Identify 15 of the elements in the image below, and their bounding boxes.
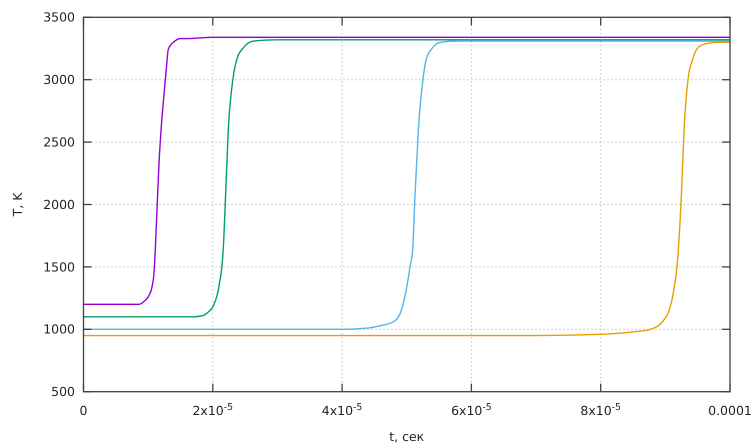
x-tick-label: 0.0001: [708, 403, 752, 418]
x-axis-title: t, сек: [389, 429, 425, 444]
x-tick-label: 6x10$^{-5}$: [451, 402, 492, 418]
y-tick-label: 2000: [43, 196, 76, 212]
y-tick-label: 1000: [43, 322, 76, 337]
x-tick-label: 2x10$^{-5}$: [192, 402, 234, 418]
y-tick-label: 1500: [43, 259, 76, 274]
x-tick-label: 4x10$^{-5}$: [322, 402, 362, 418]
y-tick-label: 500: [51, 384, 76, 400]
y-tick-label: 3500: [43, 10, 76, 25]
y-axis-title: T, K: [10, 192, 25, 218]
y-tick-label: 2500: [43, 134, 76, 150]
x-tick-label: 0: [80, 403, 88, 418]
y-tick-label: 3000: [43, 72, 76, 88]
x-tick-label: 8x10$^{-5}$: [580, 402, 622, 418]
